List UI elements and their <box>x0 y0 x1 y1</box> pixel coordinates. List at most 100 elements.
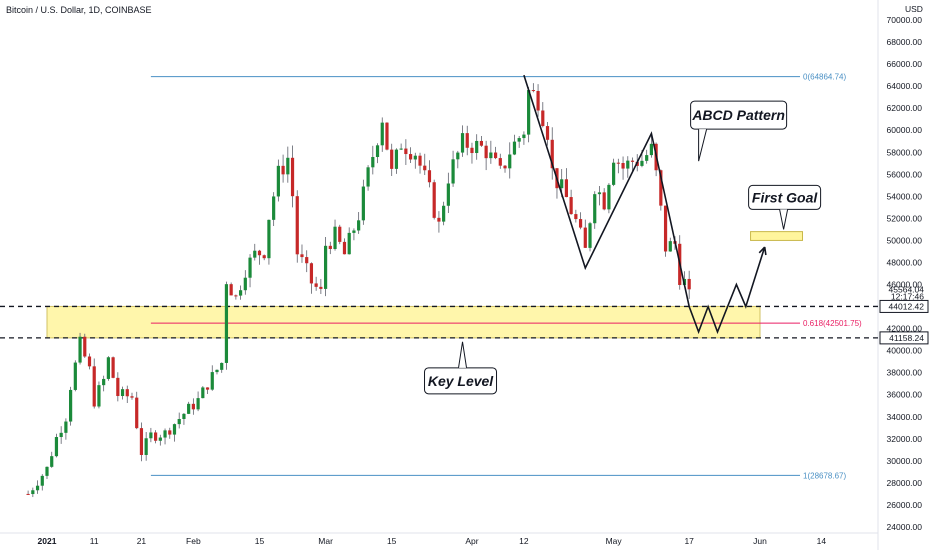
candle-up <box>243 277 247 291</box>
y-tick-label: 24000.00 <box>887 522 923 532</box>
y-tick-label: 62000.00 <box>887 103 923 113</box>
candle-up <box>517 138 521 142</box>
candle-down <box>493 152 498 159</box>
fib-level-label: 0(64864.74) <box>803 73 846 82</box>
y-tick-label: 40000.00 <box>887 346 923 356</box>
candle-up <box>460 133 465 153</box>
y-tick-label: 36000.00 <box>887 390 923 400</box>
candle-down <box>319 286 323 289</box>
candle-up <box>323 245 328 289</box>
candle-down <box>578 219 583 228</box>
y-tick-label: 58000.00 <box>887 147 923 157</box>
callout: Key Level <box>424 341 498 395</box>
candle-up <box>442 205 446 222</box>
candle-up <box>588 223 592 248</box>
candle-up <box>380 122 384 146</box>
candle-down <box>503 165 507 169</box>
candle-down <box>290 157 295 197</box>
candle-up <box>512 141 517 155</box>
candle-down <box>687 278 691 290</box>
candle-up <box>347 232 351 255</box>
price-tag-label: 45564.04 <box>889 284 925 294</box>
candle-down <box>663 205 668 252</box>
candle-down <box>295 196 299 255</box>
candle-down <box>479 140 484 146</box>
candles-layer <box>26 83 691 498</box>
candle-up <box>399 148 403 150</box>
y-tick-label: 32000.00 <box>887 434 923 444</box>
callout-pointer <box>698 128 708 162</box>
candle-down <box>314 283 318 287</box>
candle-up <box>597 192 602 195</box>
candle-up <box>612 162 616 185</box>
candle-down <box>385 122 389 150</box>
candle-down <box>390 149 394 169</box>
x-tick-label: 17 <box>684 536 694 546</box>
callout: ABCD Pattern <box>690 100 788 162</box>
x-tick-label: 14 <box>817 536 827 546</box>
x-tick-label: 11 <box>90 536 99 546</box>
candle-down <box>92 366 96 407</box>
candle-up <box>50 456 54 467</box>
candle-up <box>489 152 493 159</box>
candle-up <box>69 389 73 422</box>
y-tick-label: 54000.00 <box>887 191 923 201</box>
callout-label: ABCD Pattern <box>691 107 785 123</box>
candle-up <box>182 413 186 419</box>
callout-box <box>690 100 788 130</box>
candle-down <box>116 377 120 397</box>
candle-down <box>465 133 469 148</box>
candle-down <box>130 396 134 398</box>
abcd-pattern-path <box>523 74 766 335</box>
candle-up <box>35 485 40 491</box>
candle-up <box>31 490 35 495</box>
candle-up <box>106 357 110 379</box>
y-tick-label: 42000.00 <box>887 324 923 334</box>
candle-down <box>191 403 195 410</box>
zones-layer <box>0 231 878 339</box>
candle-down <box>83 336 87 357</box>
callout: First Goal <box>748 184 822 230</box>
y-tick-label: 70000.00 <box>887 15 923 25</box>
price-tag-label: 12:17:46 <box>891 292 924 302</box>
candle-down <box>470 147 474 154</box>
candle-down <box>630 160 635 162</box>
candle-down <box>338 226 342 242</box>
y-tick-label: 46000.00 <box>887 280 923 290</box>
candle-up <box>64 421 68 433</box>
candle-up <box>120 389 125 397</box>
candle-down <box>659 170 663 206</box>
candle-down <box>531 90 535 92</box>
candle-down <box>305 257 309 264</box>
candle-down <box>205 387 210 390</box>
candle-up <box>649 143 653 156</box>
candle-up <box>456 152 460 160</box>
candle-up <box>375 145 380 158</box>
x-tick-label: Jun <box>753 536 767 546</box>
candle-down <box>484 145 488 159</box>
chart-title: Bitcoin / U.S. Dollar, 1D, COINBASE <box>6 5 152 15</box>
candle-up <box>102 378 106 386</box>
price-tag-label: 41158.24 <box>889 333 924 343</box>
x-tick-label: 12 <box>519 536 529 546</box>
candle-down <box>616 162 620 164</box>
candle-up <box>446 183 450 206</box>
candle-down <box>300 254 304 258</box>
time-axis[interactable]: 2021 11 21 Feb 15 Mar 15 Apr 12 May 17 Jun 14 <box>38 536 827 546</box>
y-tick-label: 48000.00 <box>887 257 923 267</box>
candle-down <box>139 428 144 455</box>
y-tick-label: 26000.00 <box>887 500 923 510</box>
price-tag-label: 44012.42 <box>889 301 925 311</box>
candle-up <box>215 369 219 373</box>
y-tick-label: 28000.00 <box>887 478 923 488</box>
candle-down <box>423 165 427 171</box>
candle-up <box>248 257 252 278</box>
candle-up <box>522 134 526 139</box>
y-tick-label: 68000.00 <box>887 37 923 47</box>
candle-up <box>640 160 644 166</box>
candle-down <box>309 263 314 284</box>
x-tick-label: May <box>606 536 623 546</box>
candle-down <box>135 397 139 429</box>
